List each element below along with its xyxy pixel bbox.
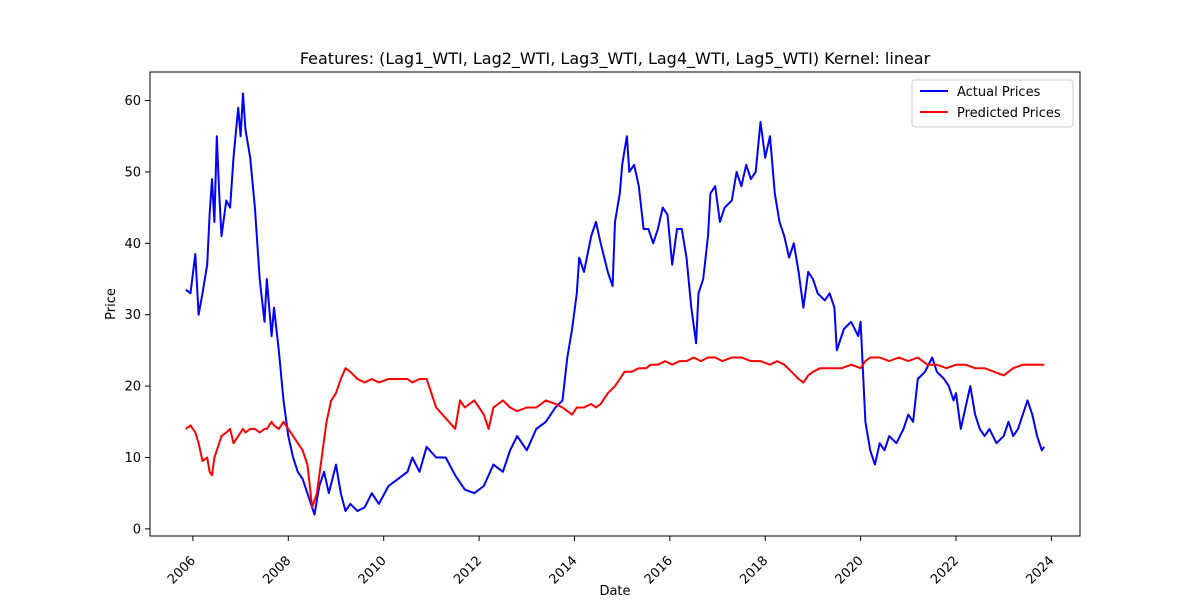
predicted-prices-line bbox=[185, 356, 1045, 509]
legend: Actual Prices Predicted Prices bbox=[911, 79, 1074, 128]
y-tick-label-60: 60 bbox=[124, 94, 141, 109]
plot-area bbox=[149, 71, 1081, 537]
y-tick-label-10: 10 bbox=[124, 451, 141, 466]
legend-label-predicted: Predicted Prices bbox=[957, 106, 1061, 121]
y-tick-label-20: 20 bbox=[124, 380, 141, 395]
y-tick-label-0: 0 bbox=[133, 522, 141, 537]
legend-box bbox=[911, 79, 1074, 128]
y-axis: 0 10 20 30 40 50 60 bbox=[124, 94, 150, 537]
y-tick-label-50: 50 bbox=[124, 165, 141, 180]
legend-label-actual: Actual Prices bbox=[957, 85, 1041, 100]
chart-title: Features: (Lag1_WTI, Lag2_WTI, Lag3_WTI,… bbox=[300, 49, 931, 69]
y-axis-label: Price bbox=[104, 288, 119, 320]
y-tick-label-40: 40 bbox=[124, 237, 141, 252]
series-layer bbox=[185, 92, 1046, 516]
plot-frame bbox=[149, 71, 1081, 537]
actual-prices-line bbox=[185, 92, 1046, 516]
x-axis-label: Date bbox=[599, 584, 630, 599]
y-tick-label-30: 30 bbox=[124, 308, 141, 323]
